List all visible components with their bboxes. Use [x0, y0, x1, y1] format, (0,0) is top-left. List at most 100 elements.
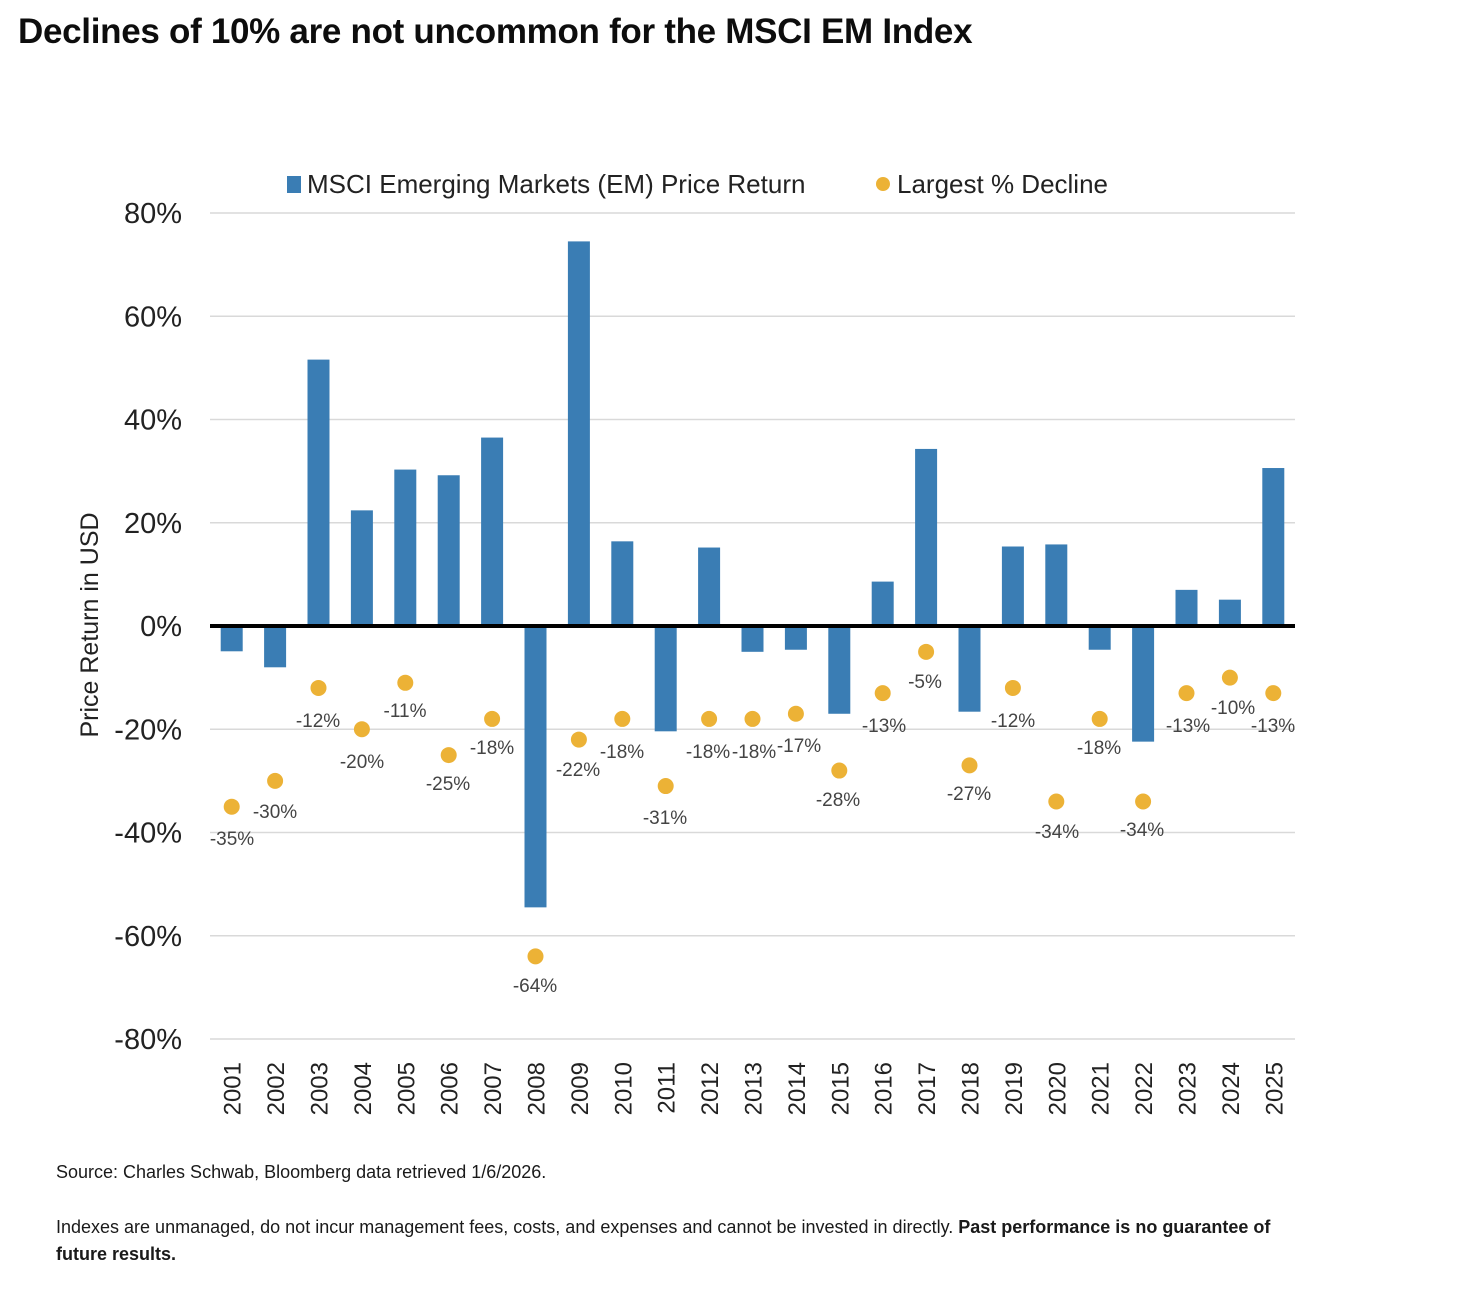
- decline-dots: [223, 643, 1282, 965]
- y-axis-ticks: 80% 60% 40% 20% 0% -20% -40% -60% -80%: [114, 198, 182, 1056]
- decline-label-2003: -12%: [296, 711, 340, 732]
- decline-dot-2017: [918, 643, 935, 660]
- gridlines: [210, 212, 1295, 1040]
- y-tick-label: 40%: [124, 405, 182, 437]
- decline-label-2001: -35%: [210, 829, 254, 850]
- decline-label-2008: -64%: [513, 976, 557, 997]
- decline-label-2012: -18%: [686, 742, 730, 763]
- decline-dot-2021: [1091, 710, 1108, 727]
- decline-label-2017: -5%: [908, 672, 942, 693]
- decline-label-2018: -27%: [947, 784, 991, 805]
- legend: MSCI Emerging Markets (EM) Price Return …: [287, 169, 1108, 199]
- decline-dot-2020: [1048, 793, 1065, 810]
- bar-2010: [611, 541, 634, 626]
- y-axis-label: Price Return in USD: [76, 512, 104, 737]
- decline-label-2007: -18%: [470, 738, 514, 759]
- x-tick-label: 2014: [784, 1062, 811, 1115]
- decline-dot-2004: [353, 721, 370, 738]
- decline-label-2021: -18%: [1077, 738, 1121, 759]
- x-tick-label: 2005: [393, 1062, 420, 1115]
- bar-2021: [1088, 626, 1111, 650]
- x-tick-label: 2006: [437, 1062, 464, 1115]
- decline-dot-2006: [440, 747, 457, 764]
- bar-2025: [1262, 468, 1285, 626]
- bar-2007: [481, 437, 504, 626]
- y-tick-label: -40%: [114, 818, 182, 850]
- bar-2001: [220, 626, 243, 652]
- bar-2005: [394, 469, 417, 626]
- bars: [220, 241, 1285, 908]
- decline-dot-2016: [874, 685, 891, 702]
- decline-label-2014: -17%: [777, 736, 821, 757]
- decline-label-2002: -30%: [253, 802, 297, 823]
- decline-label-2023: -13%: [1166, 716, 1210, 737]
- decline-dot-2023: [1178, 685, 1195, 702]
- x-tick-label: 2019: [1001, 1062, 1028, 1115]
- bar-2008: [524, 626, 547, 908]
- y-tick-label: 20%: [124, 508, 182, 540]
- legend-bar-swatch: [287, 176, 301, 193]
- x-tick-label: 2025: [1261, 1062, 1288, 1115]
- bar-2024: [1218, 599, 1241, 626]
- x-tick-label: 2022: [1131, 1062, 1158, 1115]
- bar-2011: [654, 626, 677, 732]
- y-tick-label: -60%: [114, 921, 182, 953]
- decline-label-2011: -31%: [643, 808, 687, 829]
- bar-2020: [1045, 544, 1068, 626]
- x-tick-label: 2004: [350, 1062, 377, 1115]
- decline-labels: -35%-30%-12%-20%-11%-25%-18%-64%-22%-18%…: [210, 672, 1295, 997]
- decline-dot-2003: [310, 679, 327, 696]
- x-tick-label: 2015: [827, 1062, 854, 1115]
- decline-dot-2014: [787, 705, 804, 722]
- bar-2003: [307, 359, 330, 626]
- decline-dot-2008: [527, 948, 544, 965]
- decline-dot-2010: [614, 710, 631, 727]
- x-tick-label: 2003: [307, 1062, 334, 1115]
- decline-dot-2013: [744, 710, 761, 727]
- disclaimer-text: Indexes are unmanaged, do not incur mana…: [56, 1217, 954, 1237]
- decline-label-2025: -13%: [1251, 716, 1295, 737]
- x-tick-label: 2018: [958, 1062, 985, 1115]
- bar-2023: [1175, 589, 1198, 626]
- bar-2004: [350, 510, 373, 626]
- decline-label-2016: -13%: [862, 716, 906, 737]
- bar-2014: [784, 626, 807, 650]
- decline-dot-2011: [657, 778, 674, 795]
- decline-label-2019: -12%: [991, 711, 1035, 732]
- x-tick-label: 2016: [871, 1062, 898, 1115]
- y-tick-label: 0%: [140, 611, 182, 643]
- x-axis-ticks: 2001 2002 2003 2004 2005 2006 2007 2008 2009 2010…: [220, 1062, 1289, 1115]
- bar-2009: [567, 241, 590, 627]
- bar-2015: [828, 626, 851, 714]
- disclaimer: Indexes are unmanaged, do not incur mana…: [56, 1214, 1326, 1268]
- decline-dot-2025: [1265, 685, 1282, 702]
- decline-label-2004: -20%: [340, 752, 384, 773]
- decline-dot-2024: [1221, 669, 1238, 686]
- decline-label-2024: -10%: [1211, 698, 1255, 719]
- bar-2018: [958, 626, 981, 712]
- decline-label-2020: -34%: [1035, 822, 1079, 843]
- decline-dot-2019: [1004, 679, 1021, 696]
- bar-2006: [437, 475, 460, 626]
- bar-2013: [741, 626, 764, 652]
- legend-dot-label: Largest % Decline: [897, 169, 1108, 199]
- disclaimer-bold: Past performance is no guarantee of futu…: [56, 1217, 1271, 1264]
- x-tick-label: 2010: [610, 1062, 637, 1115]
- y-tick-label: 80%: [124, 198, 182, 230]
- bar-2017: [915, 448, 938, 626]
- decline-dot-2015: [831, 762, 848, 779]
- decline-dot-2009: [570, 731, 587, 748]
- decline-dot-2018: [961, 757, 978, 774]
- x-tick-label: 2013: [741, 1062, 768, 1115]
- decline-dot-2005: [397, 674, 414, 691]
- x-tick-label: 2002: [263, 1062, 290, 1115]
- y-tick-label: -80%: [114, 1024, 182, 1056]
- legend-bar-label: MSCI Emerging Markets (EM) Price Return: [307, 169, 805, 199]
- bar-2022: [1132, 626, 1155, 742]
- x-tick-label: 2008: [524, 1062, 551, 1115]
- decline-label-2005: -11%: [384, 701, 427, 722]
- bar-2016: [871, 581, 894, 626]
- x-tick-label: 2021: [1088, 1062, 1115, 1115]
- y-tick-label: -20%: [114, 714, 182, 746]
- decline-label-2006: -25%: [426, 774, 470, 795]
